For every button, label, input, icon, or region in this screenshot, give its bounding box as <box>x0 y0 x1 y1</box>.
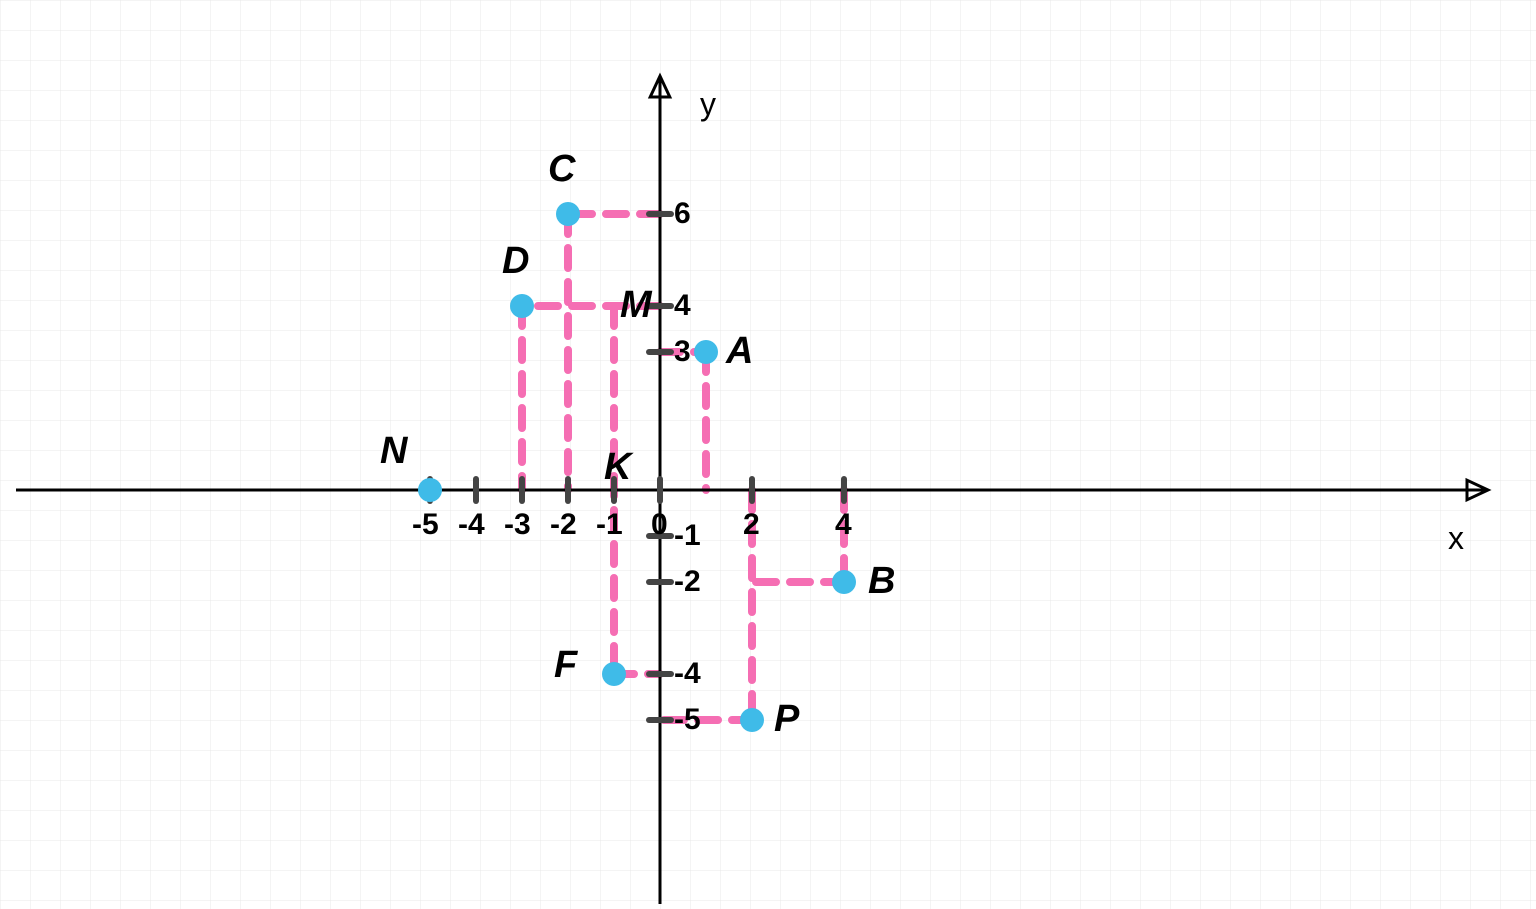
x-tick-label: -3 <box>504 508 531 542</box>
y-tick-label: -5 <box>674 703 701 737</box>
point-label-F: F <box>554 644 577 687</box>
point-B <box>832 570 856 594</box>
y-tick-label: 3 <box>674 335 691 369</box>
x-tick-label: 0 <box>651 508 668 542</box>
point-label-B: B <box>868 560 895 603</box>
point-F <box>602 662 626 686</box>
x-tick-label: 4 <box>835 508 852 542</box>
y-tick-label: 4 <box>674 289 691 323</box>
origin-label: K <box>604 446 631 489</box>
x-axis-label: x <box>1448 520 1464 557</box>
y-tick-label: -1 <box>674 519 701 553</box>
y-tick-label: 6 <box>674 197 691 231</box>
point-label-C: C <box>548 148 575 191</box>
point-label-M: M <box>620 284 652 327</box>
coordinate-chart: -5-4-3-2-1024643-1-2-4-5xyKMABCDFNP <box>0 0 1536 909</box>
point-A <box>694 340 718 364</box>
point-label-D: D <box>502 240 529 283</box>
y-tick-label: -2 <box>674 565 701 599</box>
y-axis-label: y <box>700 86 716 123</box>
point-C <box>556 202 580 226</box>
point-D <box>510 294 534 318</box>
point-label-A: A <box>726 330 753 373</box>
x-tick-label: -1 <box>596 508 623 542</box>
y-tick-label: -4 <box>674 657 701 691</box>
x-tick-label: -5 <box>412 508 439 542</box>
point-label-N: N <box>380 430 407 473</box>
x-tick-label: 2 <box>743 508 760 542</box>
point-label-P: P <box>774 698 799 741</box>
chart-svg <box>0 0 1536 909</box>
x-tick-label: -2 <box>550 508 577 542</box>
x-tick-label: -4 <box>458 508 485 542</box>
point-N <box>418 478 442 502</box>
point-P <box>740 708 764 732</box>
